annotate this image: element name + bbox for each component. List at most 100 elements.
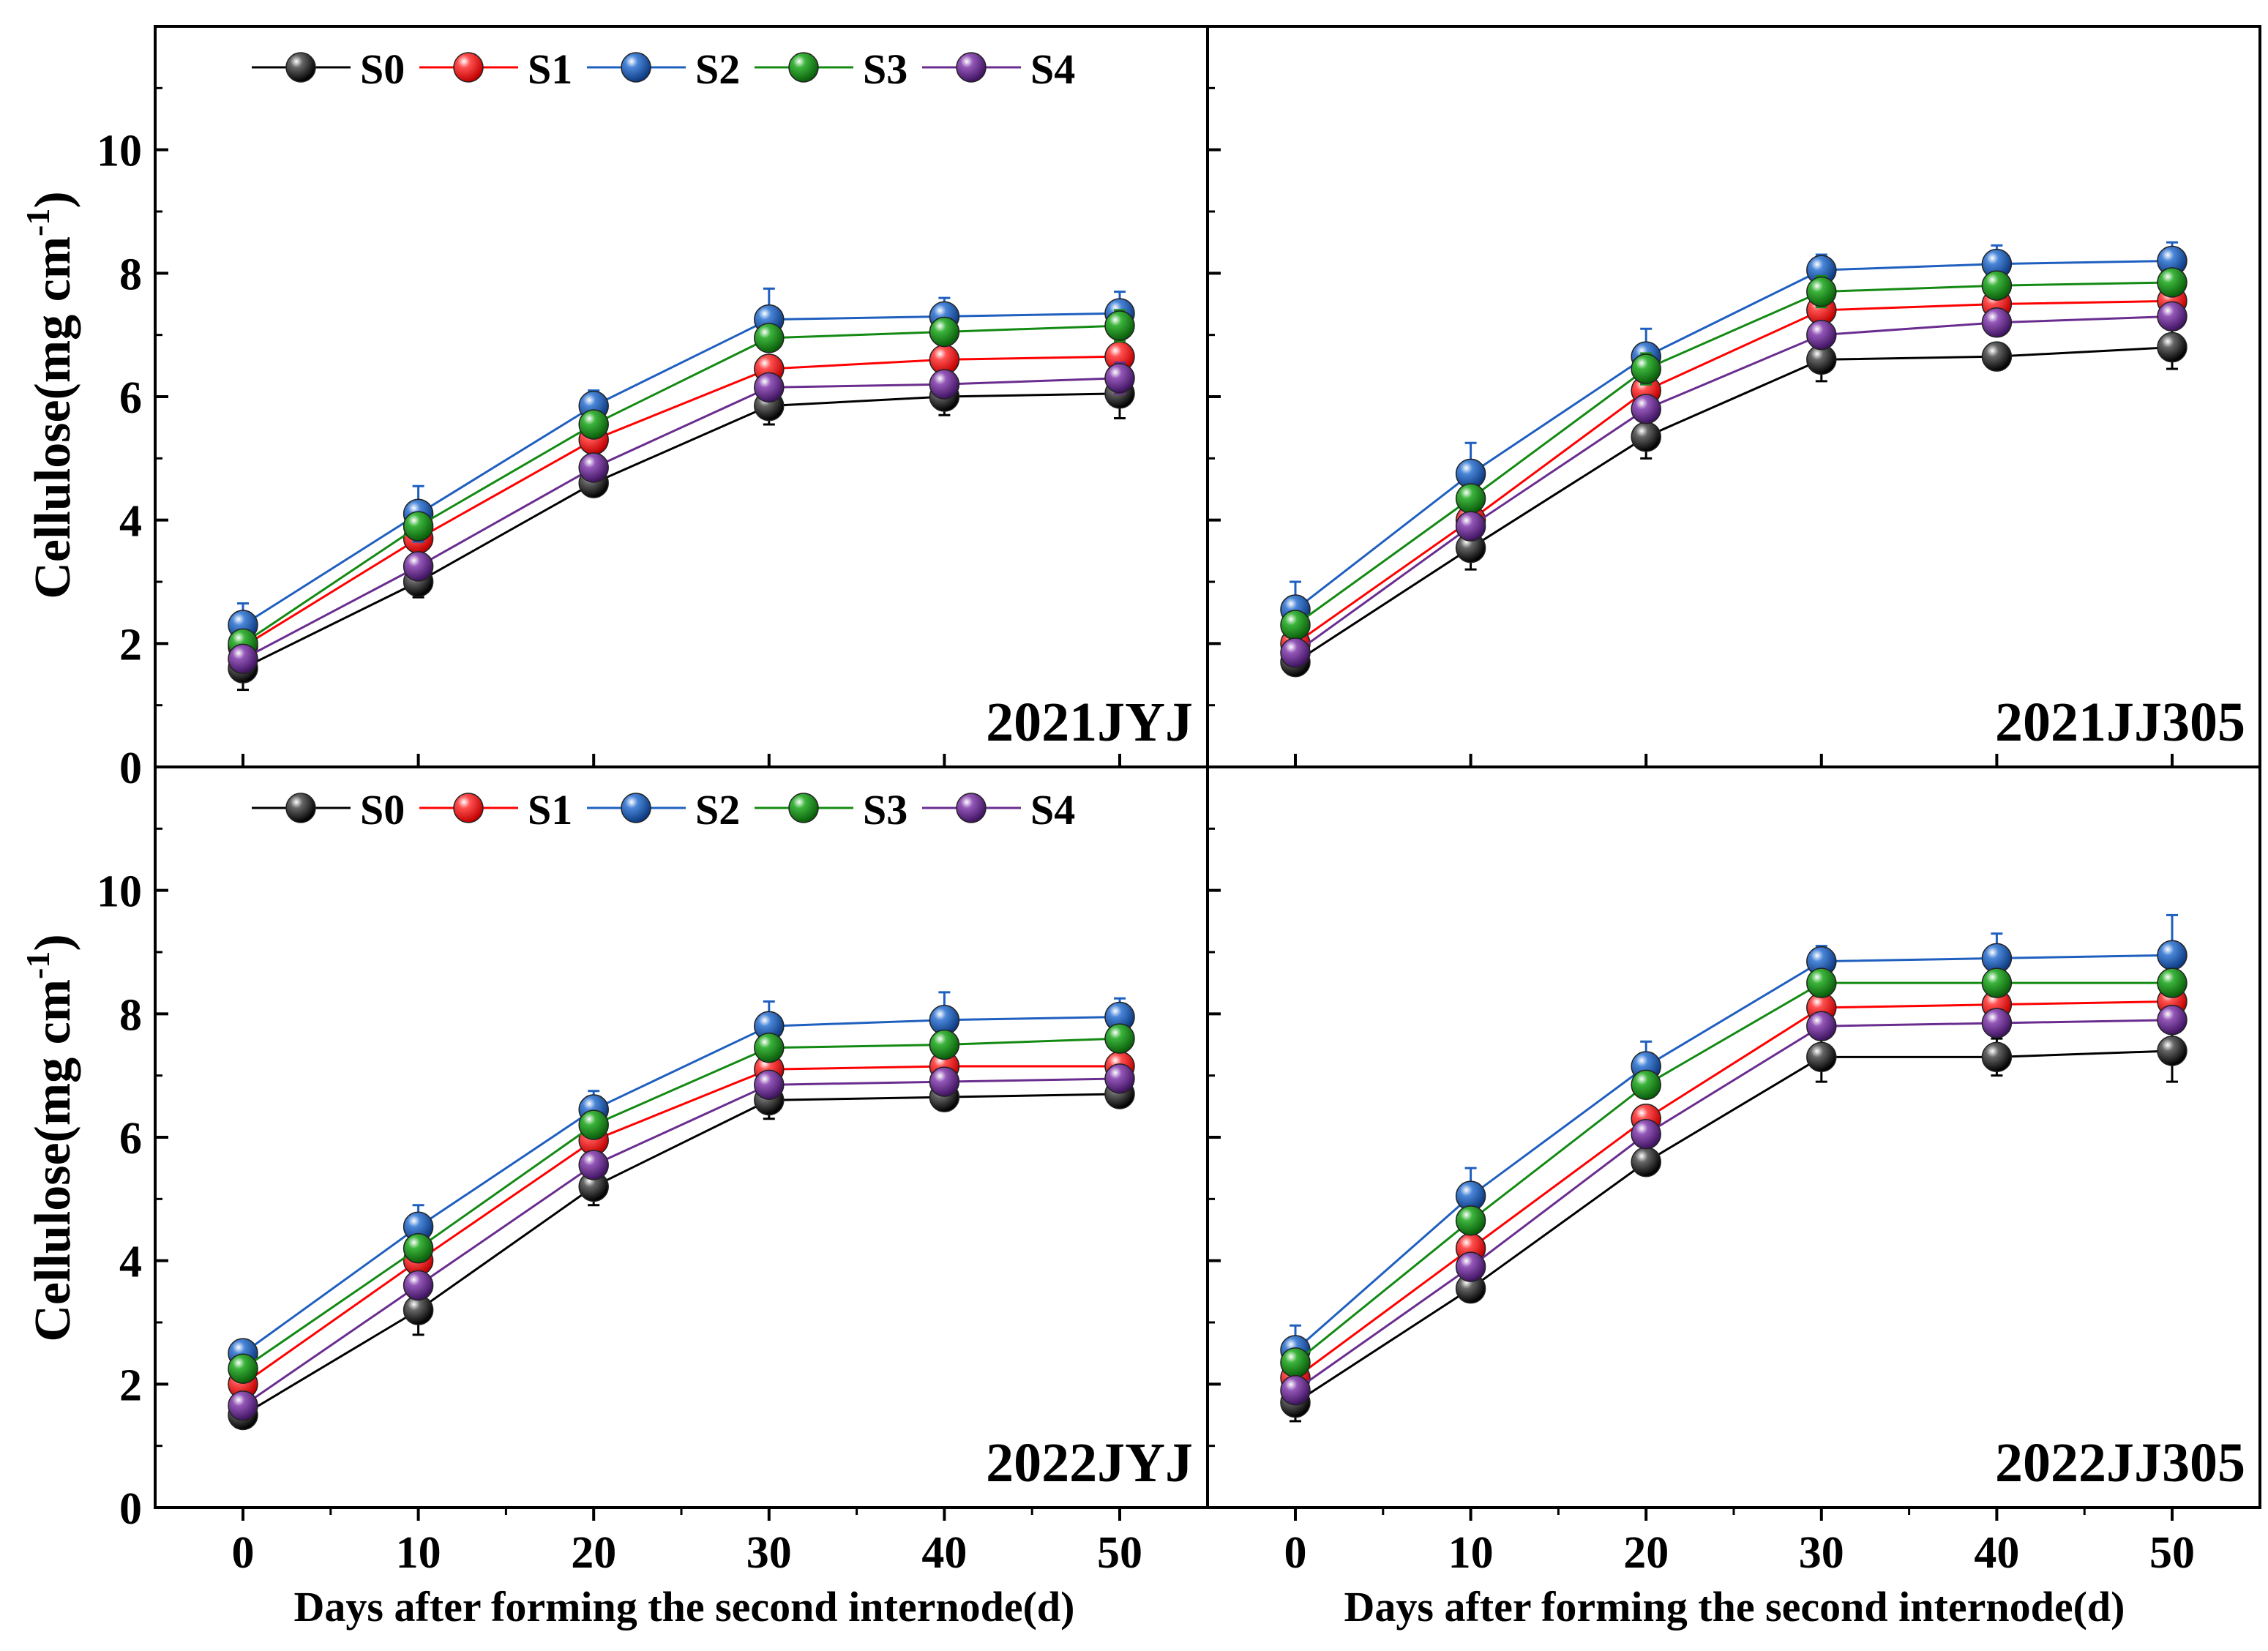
legend-marker <box>956 793 987 823</box>
data-point <box>1806 967 1837 998</box>
series-S4 <box>1280 301 2187 668</box>
data-point <box>1104 1023 1135 1054</box>
y-axis-title-bottom: Cellulose(mg cm-1) <box>19 934 81 1341</box>
data-point <box>228 1353 258 1384</box>
series-S0 <box>228 1079 1135 1431</box>
legend-label: S1 <box>528 786 572 834</box>
panel-frame <box>1206 25 2261 768</box>
series-line <box>242 1077 1120 1407</box>
series-line <box>242 1037 1120 1370</box>
x-axis-title-left: Days after forming the second internode(… <box>294 1583 1075 1631</box>
y-tick-label: 6 <box>119 1114 142 1164</box>
data-point <box>1806 319 1837 351</box>
data-point <box>1806 276 1837 307</box>
y-tick-label: 2 <box>119 1360 142 1410</box>
series-S4 <box>1280 1005 2187 1406</box>
panel-frame <box>1206 765 2261 1509</box>
series-S2 <box>1280 913 2187 1377</box>
x-axis-title-right: Days after forming the second internode(… <box>1344 1583 2125 1631</box>
legend-marker <box>453 52 484 83</box>
series-line <box>1295 315 2173 654</box>
data-point <box>1104 310 1135 341</box>
data-point <box>578 409 609 440</box>
data-point <box>403 551 434 582</box>
data-point <box>754 323 785 353</box>
data-point <box>1280 1347 1311 1378</box>
legend-marker <box>956 52 987 83</box>
legend-label: S1 <box>528 45 572 93</box>
x-tick-label: 30 <box>1799 1528 1844 1578</box>
data-point <box>754 372 785 403</box>
data-point <box>2157 967 2187 998</box>
legend-marker <box>285 793 316 823</box>
series-S0 <box>1280 1019 2187 1423</box>
y-tick-label: 4 <box>119 497 142 547</box>
y-tick-label: 0 <box>119 744 142 793</box>
data-point <box>578 1150 609 1180</box>
data-point <box>754 1032 785 1063</box>
series-line <box>242 377 1120 660</box>
data-point <box>2157 1005 2187 1036</box>
x-tick-label: 10 <box>396 1528 441 1578</box>
legend-label: S4 <box>1030 786 1075 834</box>
y-tick-label: 0 <box>119 1484 142 1534</box>
data-point <box>1455 511 1486 542</box>
x-tick-label: 40 <box>1974 1528 2019 1578</box>
x-tick-label: 20 <box>1623 1528 1669 1578</box>
data-point <box>1631 1119 1661 1150</box>
data-point <box>1631 1069 1661 1101</box>
x-tick-label: 30 <box>746 1528 792 1578</box>
panel-frame <box>154 765 1209 1509</box>
y-tick-label: 2 <box>119 620 142 670</box>
data-point <box>754 1069 785 1101</box>
data-point <box>1981 967 2013 998</box>
series-S3 <box>1280 267 2187 640</box>
series-line <box>242 312 1120 626</box>
y-tick-label: 4 <box>119 1238 142 1287</box>
data-point <box>1631 353 1661 384</box>
series-S1 <box>1280 986 2187 1393</box>
data-point <box>578 1109 609 1140</box>
legend: S0 S1 S2 S3 S4 <box>252 786 1075 834</box>
data-point <box>228 1390 258 1421</box>
x-tick-label: 0 <box>1284 1528 1307 1578</box>
data-point <box>403 1233 434 1264</box>
data-point <box>1280 610 1311 640</box>
legend-marker <box>285 52 316 83</box>
series-S1 <box>228 341 1135 662</box>
panel-2021JJ305: 2021JJ305 <box>1206 25 2261 768</box>
series-line <box>1295 954 2173 1352</box>
data-point <box>1806 1011 1837 1041</box>
series-line <box>1295 299 2173 645</box>
legend-label: S2 <box>695 786 740 834</box>
series-line <box>1295 281 2173 626</box>
data-point <box>2157 301 2187 332</box>
data-point <box>929 316 960 348</box>
data-point <box>1280 1375 1311 1406</box>
series-line <box>242 1093 1120 1416</box>
series-line <box>242 355 1120 648</box>
panel-2022JJ305: 0 10 20 30 40 50 2022JJ305 <box>1206 765 2261 1578</box>
data-point <box>1455 1251 1486 1282</box>
legend-label: S3 <box>863 786 907 834</box>
series-line <box>242 1016 1120 1355</box>
panel-label: 2021JJ305 <box>1995 692 2245 753</box>
x-tick-label: 0 <box>232 1528 255 1578</box>
panel-label: 2021JYJ <box>986 692 1193 753</box>
series-S4 <box>228 1063 1135 1421</box>
data-point <box>2157 940 2187 970</box>
series-S2 <box>228 991 1135 1369</box>
series-S4 <box>228 362 1135 675</box>
series-S3 <box>228 1023 1135 1384</box>
y-tick-label: 10 <box>97 127 142 176</box>
data-point <box>578 452 609 483</box>
data-point <box>929 1066 960 1097</box>
legend-marker <box>621 52 651 83</box>
y-axis-title-top: Cellulose(mg cm-1) <box>19 191 81 599</box>
data-point <box>1981 270 2013 301</box>
panel-frame <box>154 25 1209 768</box>
series-S3 <box>1280 967 2187 1378</box>
legend-label: S2 <box>695 45 740 93</box>
data-point <box>929 369 960 400</box>
